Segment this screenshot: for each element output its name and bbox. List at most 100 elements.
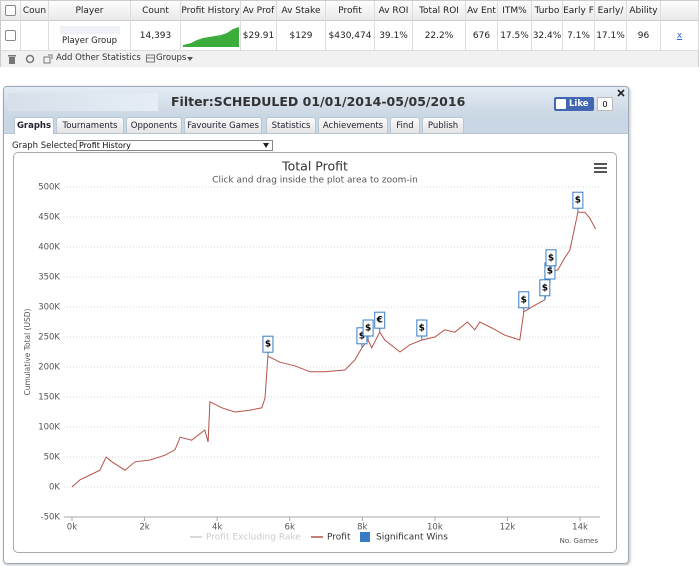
- graph-select-value: Profit History: [79, 141, 131, 150]
- x-tick-label: 14k: [572, 523, 588, 533]
- column-header[interactable]: Coun: [21, 1, 49, 21]
- column-header[interactable]: ITM%: [498, 1, 532, 21]
- flag-label: $: [419, 324, 425, 334]
- player-name: Player Group: [61, 35, 118, 46]
- flag-box: [262, 335, 274, 353]
- stat-cell: 17.1%: [595, 21, 627, 50]
- column-header[interactable]: Early/: [595, 1, 627, 21]
- y-tick-label: 250K: [38, 333, 60, 343]
- profit-line: [71, 211, 597, 488]
- legend-label[interactable]: Significant Wins: [376, 533, 448, 543]
- close-button[interactable]: [617, 89, 625, 97]
- profit-sparkline: [182, 26, 239, 47]
- x-tick-label: 8k: [357, 523, 367, 533]
- groups-icon: [146, 54, 155, 63]
- x-tick-label: 12k: [500, 523, 516, 533]
- stat-cell: $29.91: [241, 21, 277, 50]
- add-statistics[interactable]: Add Other Statistics: [56, 53, 141, 63]
- like-button[interactable]: Like: [554, 97, 594, 111]
- delete-icon[interactable]: [7, 54, 17, 64]
- refresh-icon[interactable]: [25, 54, 35, 64]
- x-tick-label: 10k: [427, 523, 443, 533]
- stat-cell: 7.1%: [563, 21, 595, 50]
- column-header[interactable]: Turbo: [532, 1, 563, 21]
- chart-menu[interactable]: [594, 163, 607, 173]
- flag-label: $: [265, 340, 271, 350]
- chart-title: Total Profit: [281, 159, 348, 174]
- column-header[interactable]: Early F: [563, 1, 595, 21]
- select-arrow: [263, 143, 269, 148]
- like-count: 0: [597, 97, 613, 111]
- column-header[interactable]: Av Ent: [466, 1, 498, 21]
- column-header[interactable]: Profit: [326, 1, 375, 21]
- count-cell: 14,393: [131, 21, 181, 50]
- y-tick-label: 200K: [38, 363, 60, 373]
- tab[interactable]: Opponents: [126, 117, 182, 133]
- tab[interactable]: Publish: [422, 117, 464, 133]
- significant-win-flag: €: [374, 311, 386, 333]
- sparkline-cell: [181, 21, 241, 50]
- flag-label: $: [521, 295, 527, 305]
- flag-box: [572, 191, 584, 209]
- tab[interactable]: Graphs: [14, 117, 54, 134]
- chart: Total Profit Click and drag inside the p…: [23, 159, 607, 545]
- significant-win-flag: $: [539, 279, 551, 300]
- select-all-checkbox[interactable]: [5, 5, 16, 16]
- stat-cell: 39.1%: [375, 21, 413, 50]
- column-header[interactable]: Av ROI: [375, 1, 413, 21]
- column-header[interactable]: Count: [131, 1, 181, 21]
- stat-cell: 22.2%: [413, 21, 466, 50]
- legend-label[interactable]: Profit: [327, 533, 351, 543]
- row-cell: [21, 21, 49, 50]
- significant-win-flag: $: [362, 319, 374, 340]
- flag-label: $: [542, 283, 548, 293]
- column-header[interactable]: Profit History: [181, 1, 241, 21]
- y-tick-label: 350K: [38, 273, 60, 283]
- column-header[interactable]: Total ROI: [413, 1, 466, 21]
- stat-cell: 676: [466, 21, 498, 50]
- like-label: Like: [569, 99, 589, 109]
- y-tick-label: -50K: [41, 513, 61, 523]
- significant-win-flag: $: [416, 319, 428, 340]
- flag-label: $: [365, 324, 371, 334]
- tab[interactable]: Find: [390, 117, 420, 133]
- tab[interactable]: Favourite Games: [184, 117, 262, 133]
- row-cell: [1, 21, 21, 50]
- chart-subtitle: Click and drag inside the plot area to z…: [212, 176, 418, 186]
- x-tick-label: 6k: [285, 523, 295, 533]
- column-header[interactable]: Av Prof: [241, 1, 277, 21]
- stat-cell: 96: [627, 21, 661, 50]
- flag-label: $: [359, 331, 365, 341]
- groups-menu[interactable]: Groups: [156, 53, 187, 63]
- title-redacted: [8, 93, 158, 111]
- panel-title: Filter:SCHEDULED 01/01/2014-05/05/2016: [171, 94, 466, 109]
- x-tick-label: 0k: [67, 523, 77, 533]
- x-axis-label: No. Games: [560, 537, 599, 545]
- tab[interactable]: Tournaments: [56, 117, 124, 133]
- tab[interactable]: Achievements: [318, 117, 388, 133]
- x-tick-label: 2k: [139, 523, 149, 533]
- column-header[interactable]: Ability: [627, 1, 661, 21]
- flag-box: [518, 291, 530, 309]
- flag-box: [416, 319, 428, 337]
- significant-win-flag: $: [518, 291, 530, 312]
- stat-cell: $129: [277, 21, 326, 50]
- dropdown-arrow: [187, 57, 193, 61]
- flag-label: €: [376, 316, 383, 326]
- x-tick-label: 4k: [212, 523, 222, 533]
- flag-label: $: [547, 267, 553, 277]
- remove-cell[interactable]: x: [661, 21, 699, 50]
- tab[interactable]: Statistics: [266, 117, 316, 133]
- significant-win-flag: $: [262, 335, 274, 357]
- legend-label[interactable]: Profit Excluding Rake: [206, 533, 301, 543]
- column-header[interactable]: Av Stake: [277, 1, 326, 21]
- row-checkbox[interactable]: [5, 30, 16, 41]
- y-tick-label: 300K: [38, 303, 60, 313]
- panel-titlebar: Filter:SCHEDULED 01/01/2014-05/05/2016 L…: [4, 87, 628, 117]
- flag-box: [362, 319, 374, 337]
- column-header[interactable]: Player: [49, 1, 131, 21]
- stat-cell: 17.5%: [498, 21, 532, 50]
- y-tick-label: 450K: [38, 213, 60, 223]
- graph-select[interactable]: Profit History: [76, 140, 273, 151]
